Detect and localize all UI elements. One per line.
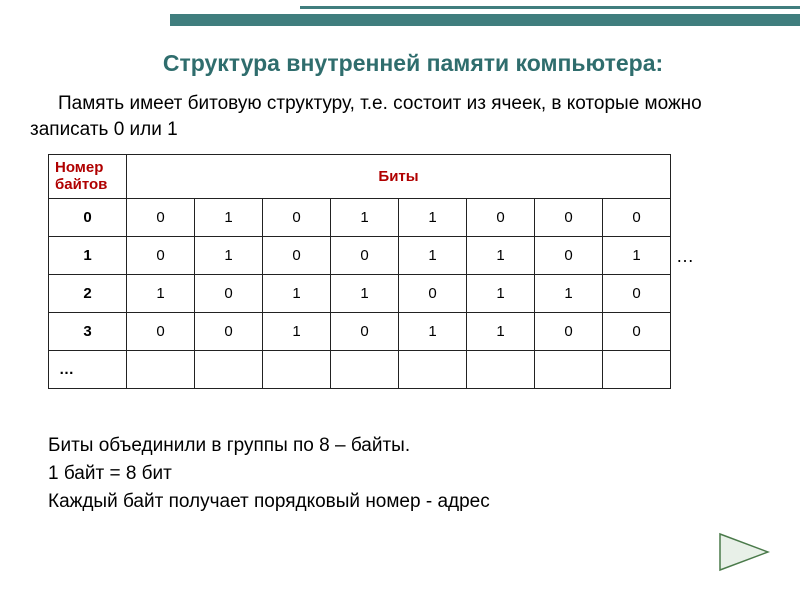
- bit-cell: [127, 351, 195, 389]
- bit-cell: [263, 351, 331, 389]
- next-slide-button[interactable]: [718, 532, 770, 572]
- table-row: 210110110: [49, 275, 671, 313]
- triangle-right-icon: [718, 532, 770, 572]
- bit-cell: 0: [127, 237, 195, 275]
- bit-cell: 1: [195, 237, 263, 275]
- bit-cell: [331, 351, 399, 389]
- bit-cell: [467, 351, 535, 389]
- bit-cell: 0: [331, 313, 399, 351]
- bit-cell: 1: [331, 199, 399, 237]
- bit-cell: 1: [399, 237, 467, 275]
- bit-cell: 1: [467, 237, 535, 275]
- bit-cell: 0: [127, 199, 195, 237]
- bit-cell: 1: [331, 275, 399, 313]
- decor-thin-line: [300, 6, 800, 9]
- bit-cell: [399, 351, 467, 389]
- decor-thick-line: [170, 14, 800, 26]
- bit-cell: 0: [603, 199, 671, 237]
- table-row: 001011000: [49, 199, 671, 237]
- footer-line-3: Каждый байт получает порядковый номер - …: [48, 491, 770, 513]
- bit-cell: 1: [195, 199, 263, 237]
- table-row: …: [49, 351, 671, 389]
- bit-cell: 1: [467, 313, 535, 351]
- bit-cell: 0: [603, 313, 671, 351]
- bit-cell: 0: [535, 199, 603, 237]
- bit-cell: 1: [263, 275, 331, 313]
- intro-paragraph: Память имеет битовую структуру, т.е. сос…: [30, 91, 770, 142]
- bit-cell: 1: [467, 275, 535, 313]
- bit-cell: 0: [535, 237, 603, 275]
- table-side-ellipsis: …: [676, 246, 694, 267]
- byte-number-cell: 0: [49, 199, 127, 237]
- bit-cell: 1: [399, 313, 467, 351]
- table-row: 101001101: [49, 237, 671, 275]
- bit-cell: 1: [603, 237, 671, 275]
- byte-number-cell: 2: [49, 275, 127, 313]
- footer-text-block: Биты объединили в группы по 8 – байты. 1…: [48, 435, 770, 513]
- memory-table: Номер байтов Биты 0010110001010011012101…: [48, 154, 671, 389]
- footer-line-1: Биты объединили в группы по 8 – байты.: [48, 435, 770, 457]
- byte-number-cell: 3: [49, 313, 127, 351]
- intro-text: Память имеет битовую структуру, т.е. сос…: [30, 93, 702, 140]
- bit-cell: 1: [263, 313, 331, 351]
- header-decor: [0, 0, 800, 32]
- bit-cell: 0: [263, 199, 331, 237]
- bit-cell: 0: [127, 313, 195, 351]
- bit-cell: 0: [331, 237, 399, 275]
- bit-cell: 0: [263, 237, 331, 275]
- page-title: Структура внутренней памяти компьютера:: [56, 50, 770, 77]
- bit-cell: 0: [467, 199, 535, 237]
- bit-cell: 0: [535, 313, 603, 351]
- memory-table-wrap: Номер байтов Биты 0010110001010011012101…: [48, 154, 770, 389]
- bit-cell: [535, 351, 603, 389]
- th-byte-number: Номер байтов: [49, 155, 127, 199]
- bit-cell: [603, 351, 671, 389]
- bit-cell: 1: [399, 199, 467, 237]
- bit-cell: 0: [603, 275, 671, 313]
- footer-line-2: 1 байт = 8 бит: [48, 463, 770, 485]
- bit-cell: 0: [195, 275, 263, 313]
- bit-cell: 1: [535, 275, 603, 313]
- bit-cell: 1: [127, 275, 195, 313]
- bit-cell: 0: [399, 275, 467, 313]
- bit-cell: 0: [195, 313, 263, 351]
- th-bits: Биты: [127, 155, 671, 199]
- table-row: 300101100: [49, 313, 671, 351]
- bit-cell: [195, 351, 263, 389]
- byte-number-cell: …: [49, 351, 127, 389]
- byte-number-cell: 1: [49, 237, 127, 275]
